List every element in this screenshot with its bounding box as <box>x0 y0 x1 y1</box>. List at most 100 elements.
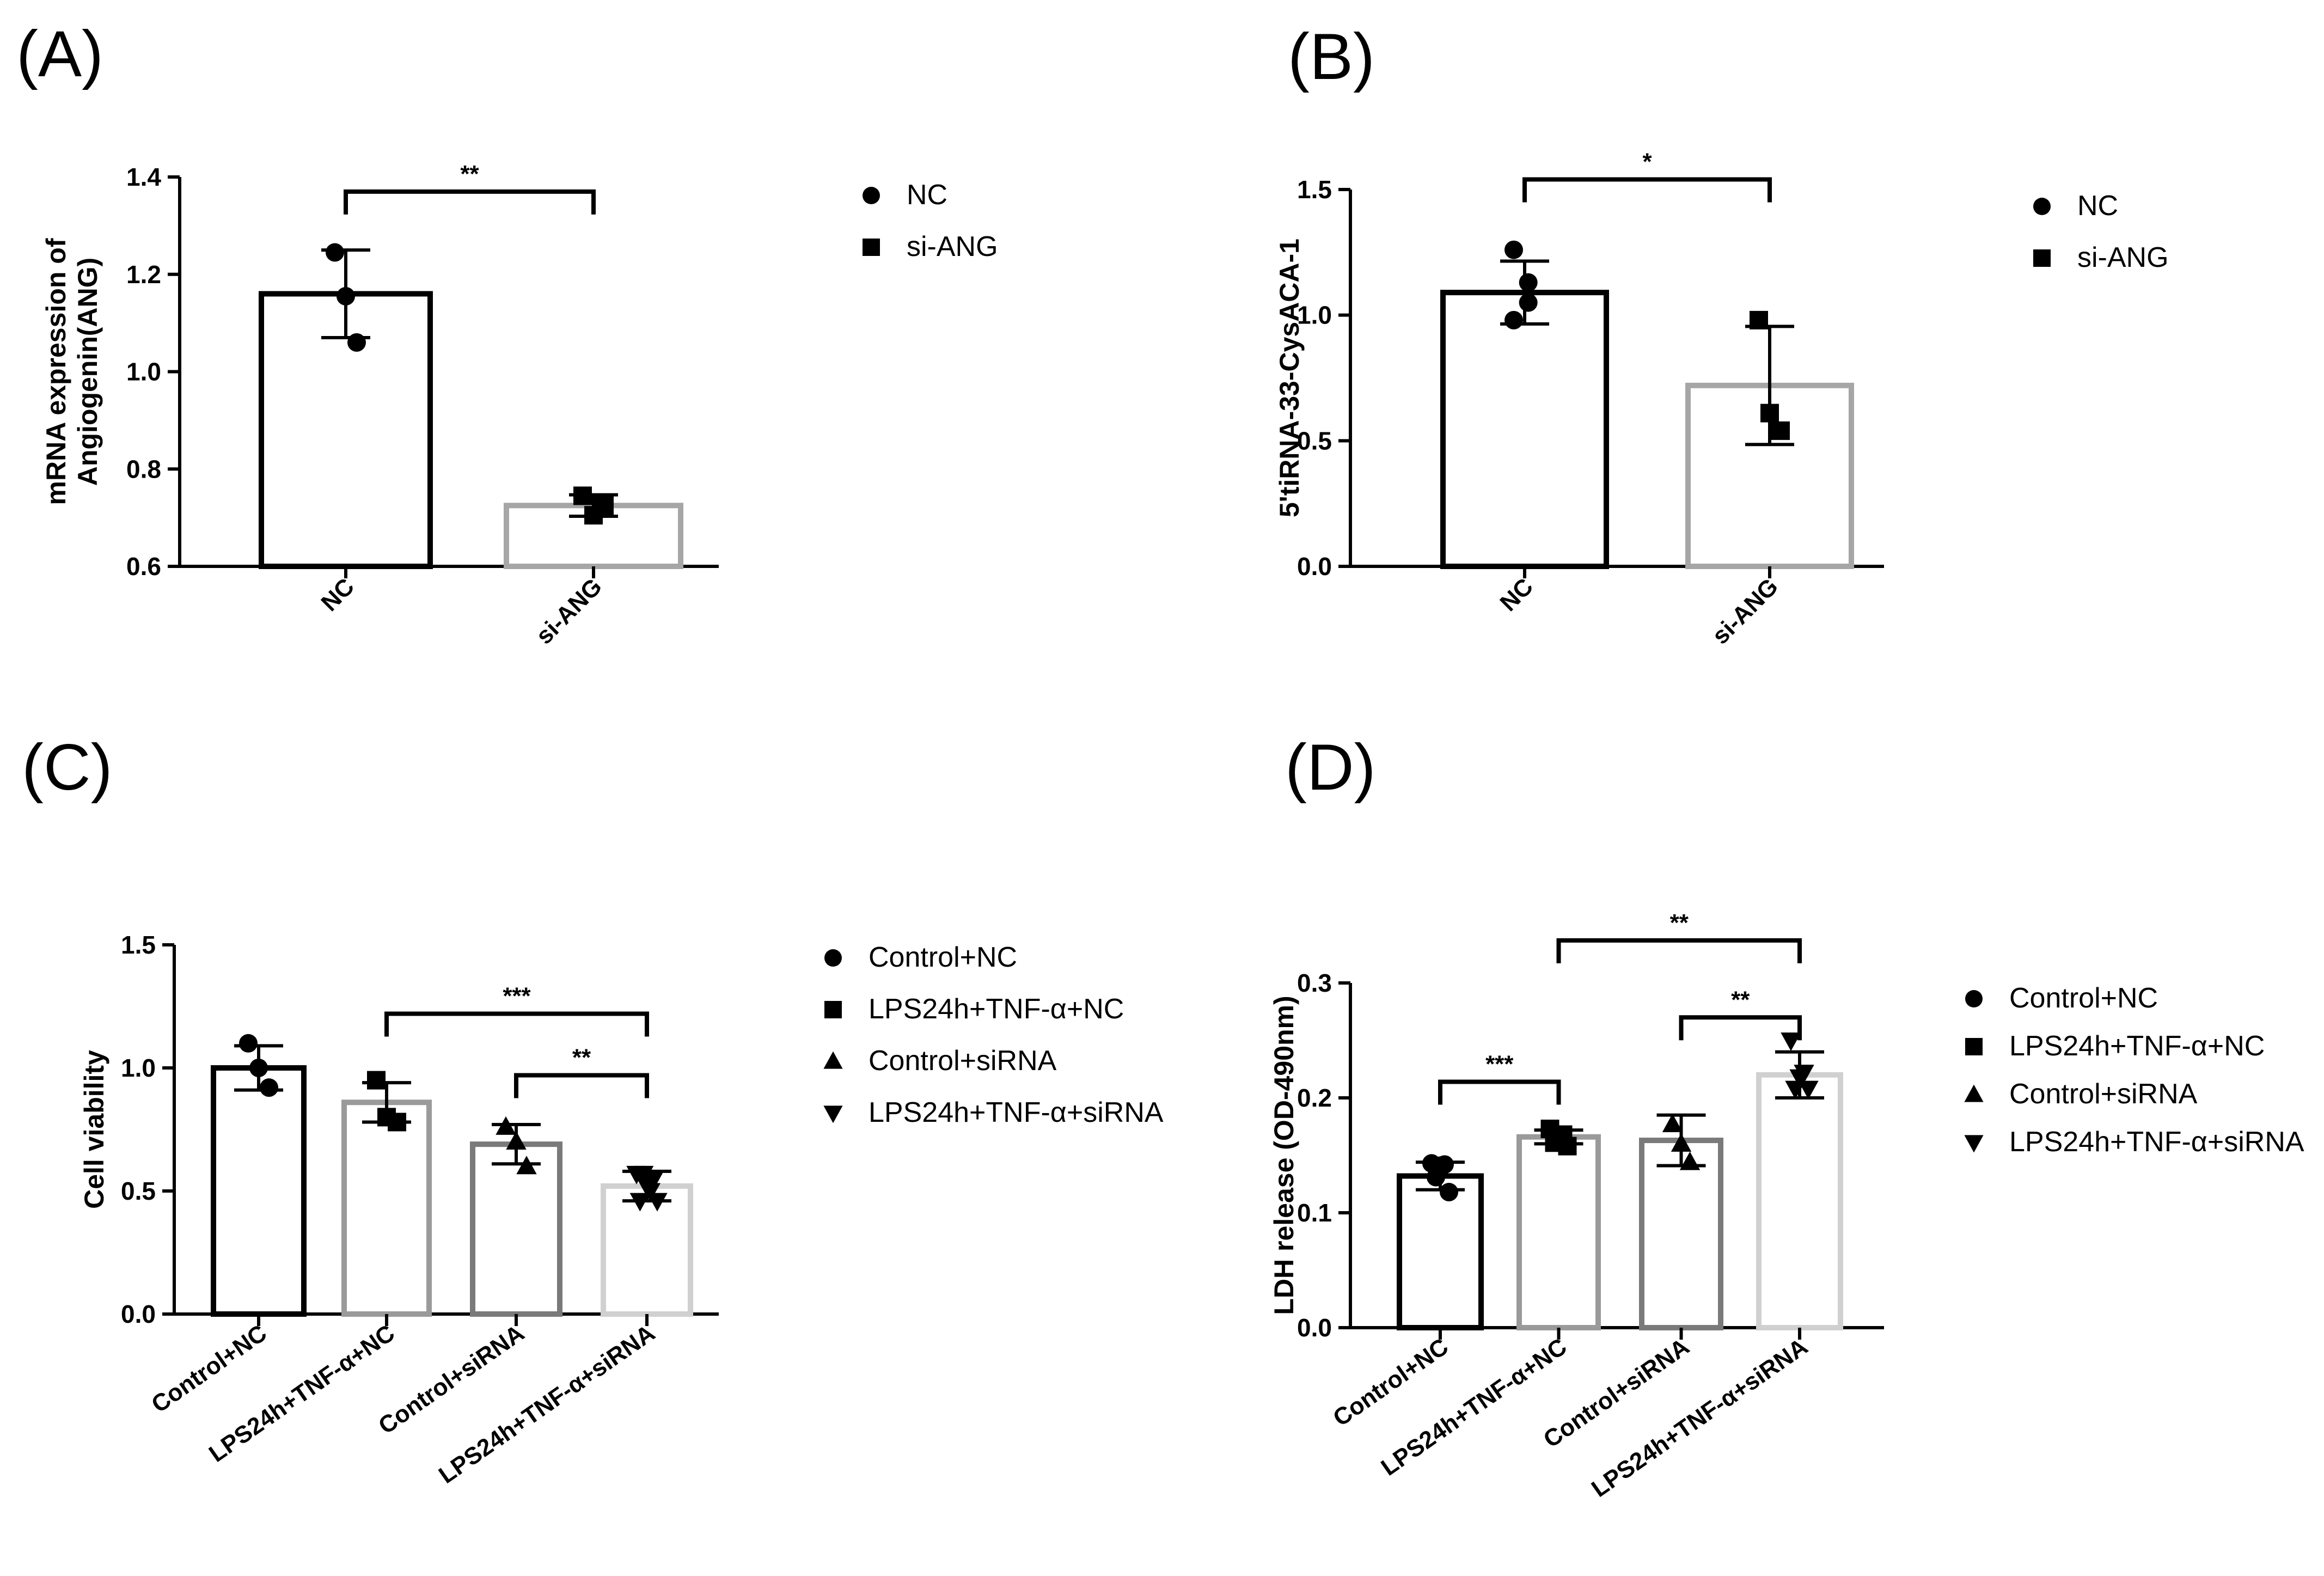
y-axis-label-line: Angiogenin(ANG) <box>72 258 103 486</box>
data-point <box>337 286 355 306</box>
bar-Control+NC <box>1397 1173 1484 1330</box>
significance-label: ** <box>1670 909 1689 936</box>
legend-entry: si-ANG <box>2077 242 2169 273</box>
legend-entry: Control+NC <box>869 942 1017 973</box>
y-axis-label-line: LDH release (OD-490nm) <box>1269 995 1299 1315</box>
significance-bracket <box>344 189 596 215</box>
legend-marker <box>824 1001 842 1018</box>
data-point <box>326 243 344 262</box>
panel-label: (D) <box>1285 731 1376 804</box>
data-point <box>347 333 366 352</box>
legend-marker <box>824 949 842 967</box>
data-point <box>1519 273 1538 292</box>
x-tick-label: LPS24h+TNF-α+siRNA <box>434 1320 660 1489</box>
significance-bracket <box>1522 177 1772 203</box>
data-point <box>640 1183 661 1202</box>
bar-LPS24h+TNF-α+NC <box>1516 1134 1601 1330</box>
data-point <box>1505 240 1523 259</box>
data-point <box>496 1116 516 1135</box>
x-tick-label: Control+NC <box>146 1320 271 1418</box>
data-point <box>1671 1133 1692 1152</box>
data-point <box>239 1034 258 1053</box>
data-point <box>516 1156 537 1175</box>
y-tick-label: 0.2 <box>1297 1084 1332 1112</box>
bar-LPS24h+TNF-α+siRNA <box>601 1183 693 1317</box>
x-tick-label: Control+NC <box>1328 1333 1453 1432</box>
data-point <box>595 496 614 515</box>
y-tick-label: 1.2 <box>126 260 161 289</box>
y-tick-label: 0.0 <box>121 1300 156 1328</box>
y-tick-label: 1.0 <box>1297 301 1332 329</box>
y-axis-label-line: 5'tiRNA-33-CysACA-1 <box>1274 239 1305 517</box>
legend-entry: NC <box>907 179 947 211</box>
data-point <box>1785 1080 1806 1099</box>
data-point <box>629 1193 651 1212</box>
data-point <box>1662 1113 1683 1132</box>
significance-label: ** <box>572 1044 591 1071</box>
legend-marker <box>1965 1038 1983 1055</box>
panel-c: (C) 0.0 0.5 1.0 1.5 Cell viability Control+NC L… <box>22 731 1164 1489</box>
y-axis-label-line: Cell viability <box>79 1050 109 1209</box>
data-point <box>1519 293 1538 312</box>
y-tick-label: 1.0 <box>121 1054 156 1082</box>
y-tick-label: 0.3 <box>1297 969 1332 997</box>
y-tick-label: 0.8 <box>126 455 161 483</box>
significance-bracket <box>1556 938 1802 963</box>
data-point <box>260 1078 278 1097</box>
legend-marker <box>1964 1084 1984 1102</box>
data-point <box>388 1113 406 1132</box>
bar-Control+NC <box>211 1065 307 1317</box>
data-point <box>1679 1151 1701 1170</box>
data-point <box>1750 310 1768 329</box>
y-axis-label: LDH release (OD-490nm) <box>1269 995 1299 1315</box>
x-tick-label: si-ANG <box>1707 573 1783 649</box>
legend-entry: si-ANG <box>907 231 998 262</box>
significance-label: ** <box>460 161 479 187</box>
data-point <box>1771 421 1790 440</box>
legend-marker <box>823 1105 843 1123</box>
y-tick-label: 1.5 <box>121 931 156 959</box>
legend-marker <box>2033 249 2051 267</box>
x-tick-label: NC <box>316 573 359 616</box>
x-tick-label: NC <box>1495 573 1538 616</box>
bar-NC <box>1440 290 1609 569</box>
panel-a: (A) 0.6 0.8 1.0 1.2 1.4 mRNA expression ofAngi… <box>16 17 998 650</box>
y-axis-label: Cell viability <box>79 1050 109 1209</box>
legend-entry: NC <box>2077 190 2118 222</box>
panel-label: (A) <box>16 17 103 90</box>
legend-marker <box>823 1051 843 1069</box>
panel-label: (B) <box>1288 20 1375 93</box>
data-point <box>573 486 592 505</box>
bar-Control+siRNA <box>470 1141 562 1317</box>
data-point <box>1760 404 1779 423</box>
y-tick-label: 1.5 <box>1297 175 1332 204</box>
significance-label: *** <box>503 983 531 1010</box>
legend-entry: Control+siRNA <box>2009 1078 2198 1110</box>
legend-marker <box>1964 1135 1984 1153</box>
legend-marker <box>2033 198 2051 215</box>
legend-entry: LPS24h+TNF-α+NC <box>2009 1030 2265 1062</box>
data-point <box>1558 1137 1577 1156</box>
y-tick-label: 0.0 <box>1297 552 1332 581</box>
legend-entry: Control+siRNA <box>869 1045 1057 1077</box>
x-tick-label: LPS24h+TNF-α+siRNA <box>1587 1333 1813 1502</box>
y-axis-label: mRNA expression ofAngiogenin(ANG) <box>41 238 103 505</box>
data-point <box>1781 1033 1801 1052</box>
y-tick-label: 1.4 <box>126 163 161 191</box>
legend-marker <box>863 239 880 256</box>
data-point <box>633 1165 654 1184</box>
data-point <box>506 1131 527 1150</box>
legend-marker <box>1965 990 1983 1007</box>
data-point <box>367 1071 386 1090</box>
significance-label: ** <box>1731 986 1750 1013</box>
legend-marker <box>863 187 880 204</box>
y-tick-label: 0.6 <box>126 552 161 581</box>
data-point <box>249 1059 268 1077</box>
y-axis-label-line: mRNA expression of <box>41 238 71 505</box>
x-tick-label: si-ANG <box>531 573 607 649</box>
bar-LPS24h+TNF-α+NC <box>341 1099 432 1317</box>
data-point <box>647 1193 668 1212</box>
panel-label: (C) <box>22 731 113 804</box>
